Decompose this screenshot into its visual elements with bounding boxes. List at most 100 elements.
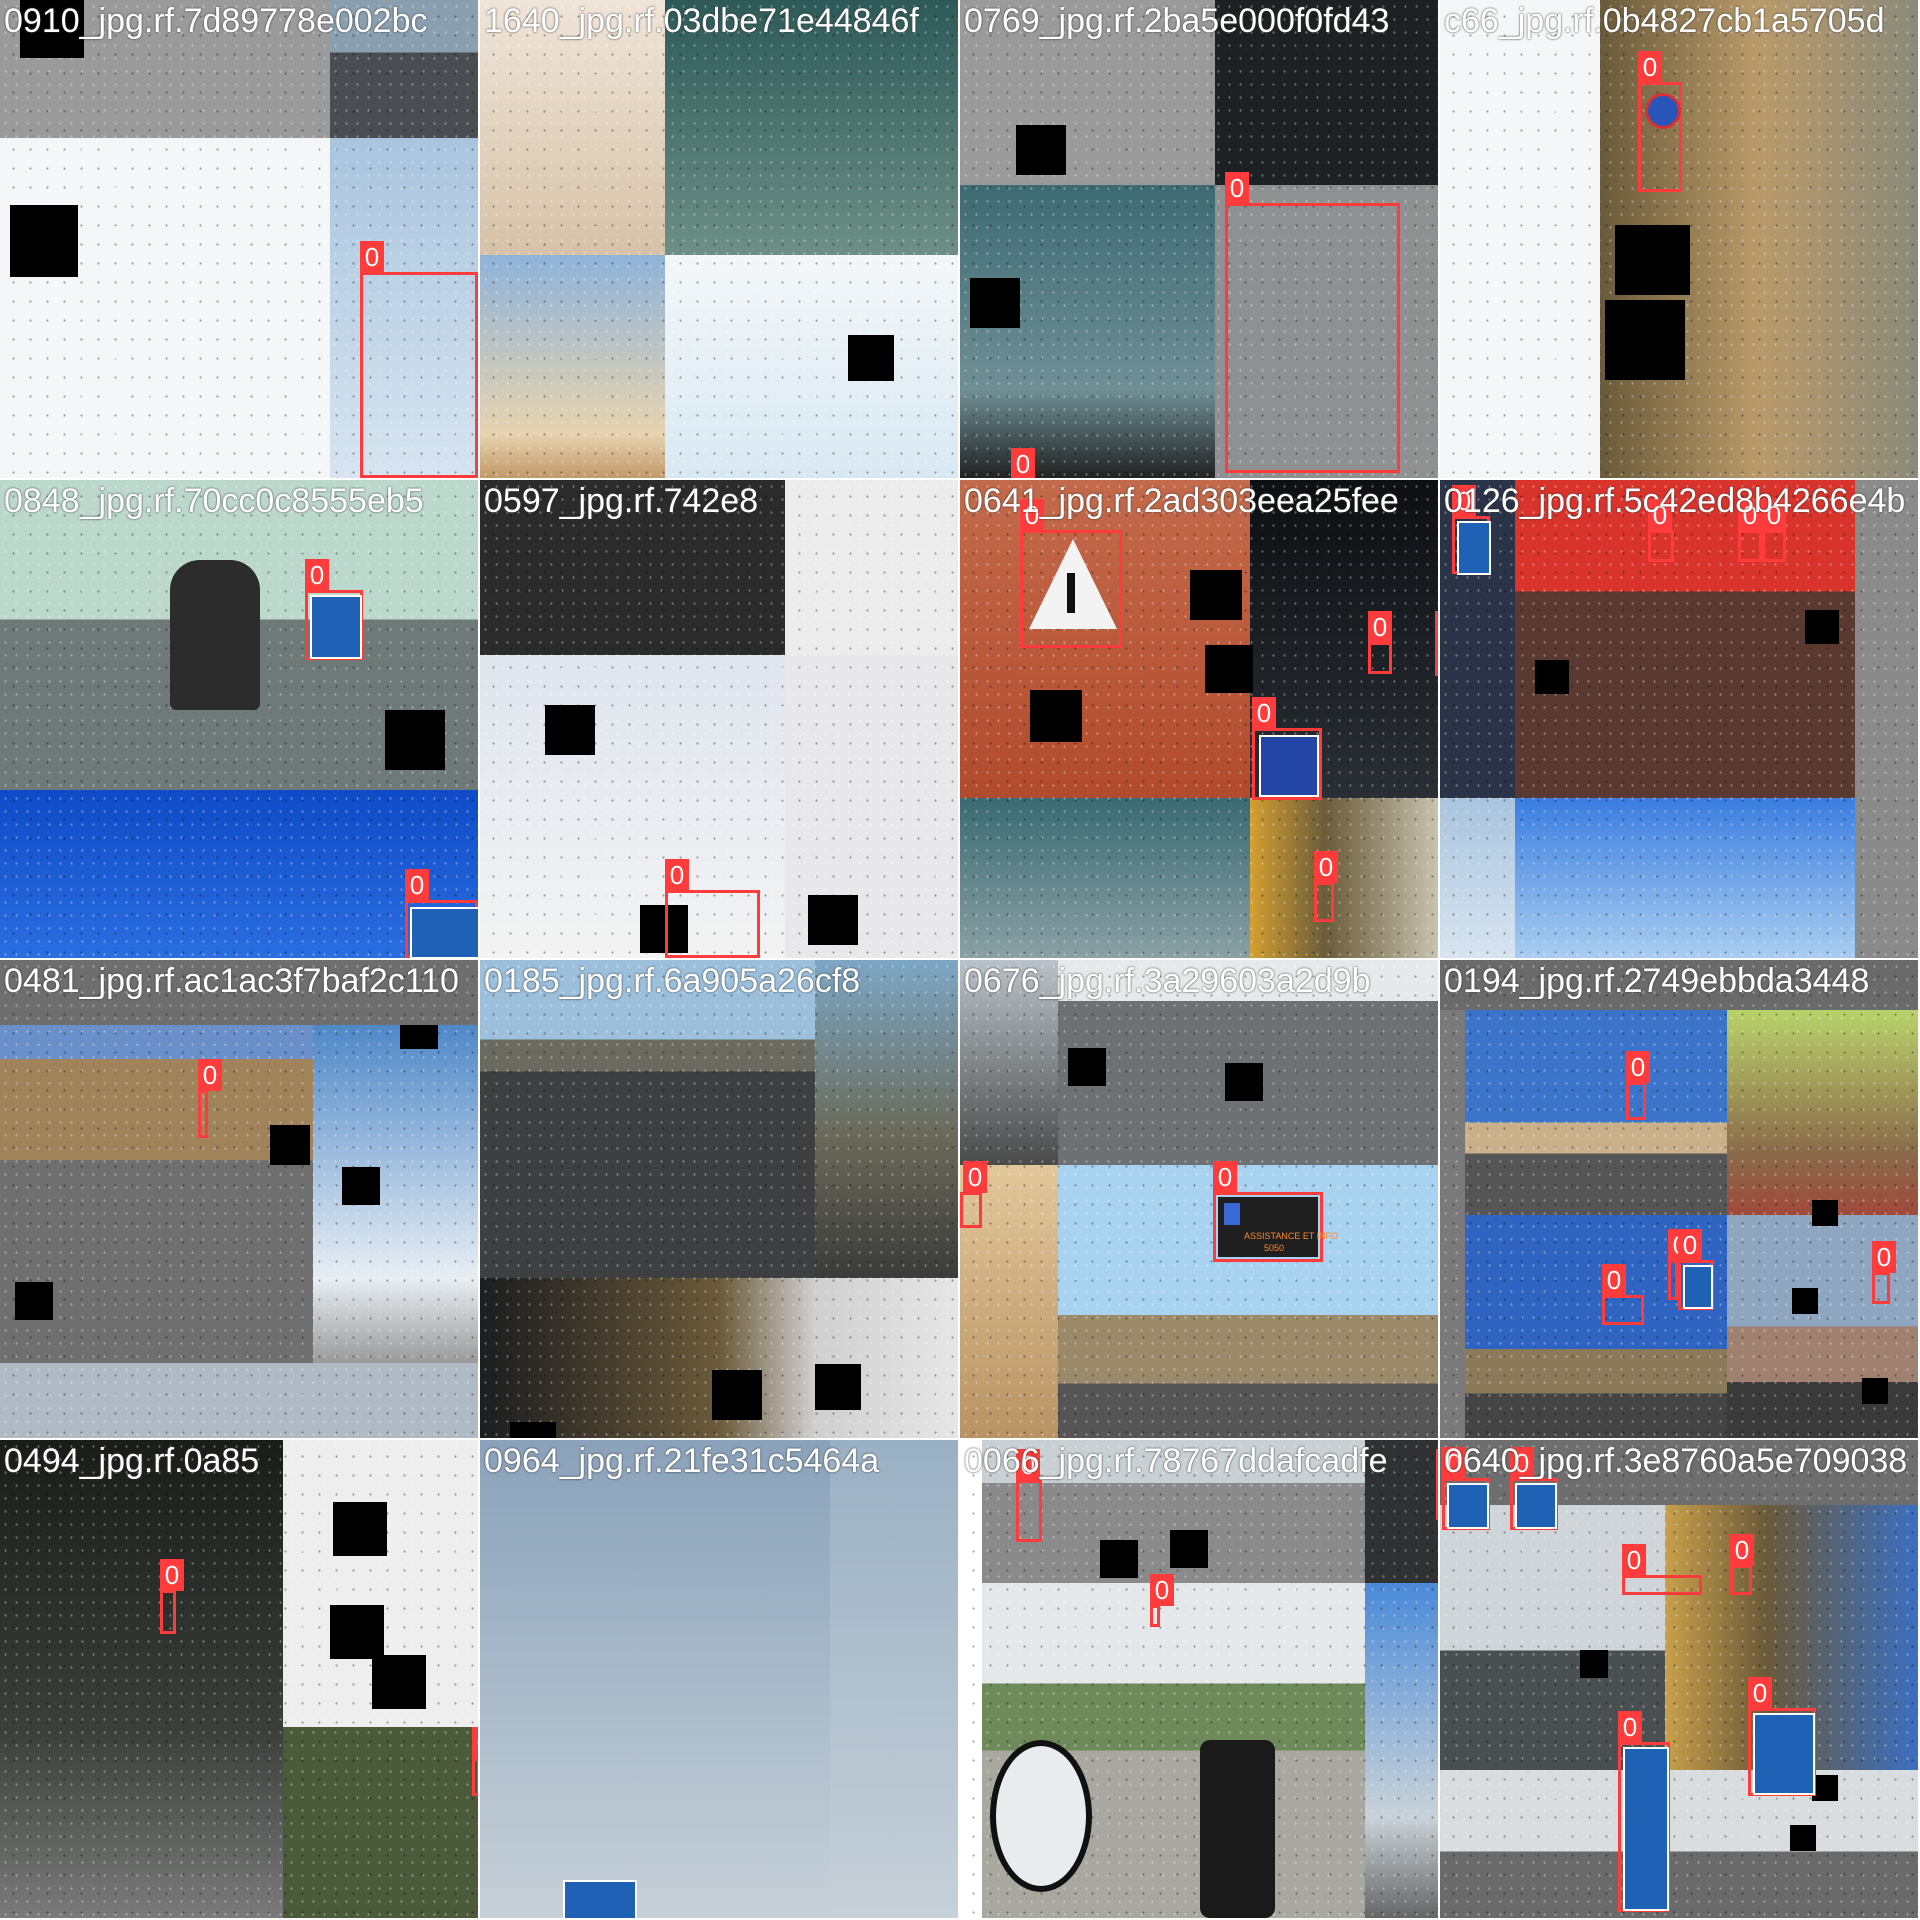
detection-label: 0 bbox=[1314, 851, 1338, 883]
tile-title: 0194_jpg.rf.2749ebbda3448 bbox=[1444, 962, 1870, 1000]
detection-box: 0 bbox=[1368, 611, 1392, 674]
detection-label: 0 bbox=[1738, 499, 1762, 531]
tile-title: 0641_jpg.rf.2ad303eea25fee bbox=[964, 482, 1399, 520]
detection-label: 0 bbox=[1618, 1711, 1642, 1743]
detection-box: 0 bbox=[1730, 1534, 1754, 1595]
detection-label: 0 bbox=[1436, 1449, 1438, 1481]
tile-title: 0066_jpg.rf.78767ddafcadfe bbox=[964, 1442, 1388, 1480]
tile-title: 0910_jpg.rf.7d89778e002bc bbox=[4, 2, 428, 40]
detection-label: 0 bbox=[198, 1059, 222, 1091]
detection-label: 0 bbox=[1150, 1574, 1174, 1606]
detection-label: 0 bbox=[1442, 1447, 1466, 1479]
detection-label: 0 bbox=[1016, 1449, 1040, 1481]
tile-title: 0676_jpg.rf.3a29603a2d9b bbox=[964, 962, 1371, 1000]
tile-14: 0964_jpg.rf.21fe31c5464a bbox=[480, 1440, 958, 1918]
tile-title: 1640_jpg.rf.03dbe71e44846f bbox=[484, 2, 919, 40]
tile-6: 0 0597_jpg.rf.742e8 bbox=[480, 480, 958, 958]
detection-box: 0 bbox=[1452, 485, 1491, 575]
detection-box: 0 bbox=[1618, 1711, 1670, 1912]
detection-label: 0 bbox=[1452, 485, 1476, 517]
tile-5: 0 0 0848_jpg.rf.70cc0c8555eb5 bbox=[0, 480, 478, 958]
detection-box: 0 bbox=[405, 869, 478, 958]
tile-1: 0 0910_jpg.rf.7d89778e002bc bbox=[0, 0, 478, 478]
detection-label: 0 bbox=[1638, 51, 1662, 83]
panel-number: 5050 bbox=[1264, 1243, 1285, 1253]
tile-7: 0 0 0 0 0 0641_jpg.rf.2ad303eea25fee bbox=[960, 480, 1438, 958]
tile-16: 0 0 0 0 0 0 0640_jpg.rf.3e8760a5e709038 bbox=[1440, 1440, 1918, 1918]
tile-2: 1640_jpg.rf.03dbe71e44846f bbox=[480, 0, 958, 478]
tile-4: 0 c66_jpg.rf.0b4827cb1a5705d bbox=[1440, 0, 1918, 478]
tile-title: 0126_jpg.rf.5c42ed8b4266e4b bbox=[1444, 482, 1906, 520]
detection-label: 0 bbox=[305, 559, 329, 591]
detection-box: 0 bbox=[665, 859, 760, 958]
detection-box: 0 bbox=[1626, 1051, 1650, 1120]
detection-label: 0 bbox=[1648, 499, 1672, 531]
detection-box: 0 bbox=[1762, 499, 1786, 562]
detection-label: 0 bbox=[1730, 1534, 1754, 1566]
detection-label: 0 bbox=[360, 241, 384, 273]
detection-box: 0 bbox=[1738, 499, 1762, 562]
detection-box: 0 bbox=[1872, 1241, 1896, 1304]
tile-10: 0185_jpg.rf.6a905a26cf8 bbox=[480, 960, 958, 1438]
detection-box: 0 bbox=[1602, 1264, 1644, 1325]
detection-label: 0 bbox=[1602, 1264, 1626, 1296]
detection-box: 0 bbox=[1622, 1544, 1702, 1595]
detection-label: 0 bbox=[1622, 1544, 1646, 1576]
detection-box: 0 bbox=[1678, 1229, 1714, 1310]
detection-box: 0 bbox=[1668, 1229, 1692, 1300]
detection-box: 0 bbox=[360, 241, 478, 478]
detection-box: 0 bbox=[472, 1727, 478, 1796]
detection-label: 0 bbox=[1872, 1241, 1896, 1273]
detection-box: 0 bbox=[1016, 1449, 1042, 1542]
tile-title: 0769_jpg.rf.2ba5e000f0fd43 bbox=[964, 2, 1390, 40]
detection-box: 0 bbox=[305, 559, 363, 660]
detection-label: 0 bbox=[1748, 1677, 1772, 1709]
detection-box: 0 bbox=[1252, 697, 1322, 800]
detection-label: 0 bbox=[472, 1727, 478, 1759]
tile-title: 0481_jpg.rf.ac1ac3f7baf2c110 bbox=[4, 962, 459, 1000]
detection-box: 0 bbox=[1225, 172, 1400, 473]
tile-title: 0597_jpg.rf.742e8 bbox=[484, 482, 759, 520]
detection-label: 0 bbox=[160, 1559, 184, 1591]
detection-box: 0 bbox=[1435, 611, 1438, 676]
detection-label: 0 bbox=[1510, 1447, 1534, 1479]
detection-label: 0 bbox=[1626, 1051, 1650, 1083]
detection-box: 0 bbox=[1436, 1449, 1438, 1520]
detection-box: 0 bbox=[1020, 499, 1122, 648]
tile-title: 0640_jpg.rf.3e8760a5e709038 bbox=[1444, 1442, 1908, 1480]
detection-label: 0 bbox=[963, 1161, 987, 1193]
tile-title: 0494_jpg.rf.0a85 bbox=[4, 1442, 260, 1480]
detection-label: 0 bbox=[405, 869, 429, 901]
detection-box: 0 bbox=[1314, 851, 1338, 922]
tile-title: c66_jpg.rf.0b4827cb1a5705d bbox=[1444, 2, 1885, 40]
detection-label: 0 bbox=[1762, 499, 1786, 531]
detection-box: 0 bbox=[960, 1161, 987, 1228]
detection-box: 0 ASSISTANCE ET INFO 5050 bbox=[1213, 1161, 1338, 1262]
detection-box: 0 bbox=[1638, 51, 1682, 192]
detection-label: 0 bbox=[1252, 697, 1276, 729]
detection-box: 0 bbox=[1442, 1447, 1490, 1530]
detection-label: 0 bbox=[1020, 499, 1044, 531]
detection-label: 0 bbox=[1213, 1161, 1237, 1193]
detection-box: 0 bbox=[1510, 1447, 1558, 1530]
panel-text: ASSISTANCE ET INFO bbox=[1244, 1231, 1339, 1241]
tile-12: 0 0 0 0 0 0194_jpg.rf.2749ebbda3448 bbox=[1440, 960, 1918, 1438]
tile-title: 0185_jpg.rf.6a905a26cf8 bbox=[484, 962, 861, 1000]
tile-11: 0 0 ASSISTANCE ET INFO 5050 0676_jpg.rf.… bbox=[960, 960, 1438, 1438]
tile-13: 0 0 0494_jpg.rf.0a85 bbox=[0, 1440, 478, 1918]
detection-box: 0 bbox=[198, 1059, 222, 1138]
detection-label: 0 bbox=[1368, 611, 1392, 643]
detection-label: 0 bbox=[665, 859, 689, 891]
tile-9: 0 0481_jpg.rf.ac1ac3f7baf2c110 bbox=[0, 960, 478, 1438]
detection-box: 0 bbox=[160, 1559, 184, 1634]
detection-label: 0 bbox=[1435, 611, 1438, 643]
detection-box: 0 bbox=[1648, 499, 1674, 562]
tile-title: 0848_jpg.rf.70cc0c8555eb5 bbox=[4, 482, 424, 520]
tile-title: 0964_jpg.rf.21fe31c5464a bbox=[484, 1442, 880, 1480]
tile-8: 0 0 0 0 0126_jpg.rf.5c42ed8b4266e4b bbox=[1440, 480, 1918, 958]
detection-box: 0 bbox=[1748, 1677, 1816, 1796]
tile-15: 0 0 0 0066_jpg.rf.78767ddafcadfe bbox=[960, 1440, 1438, 1918]
detection-label: 0 bbox=[1011, 448, 1035, 478]
detection-box: 0 bbox=[1150, 1574, 1174, 1627]
